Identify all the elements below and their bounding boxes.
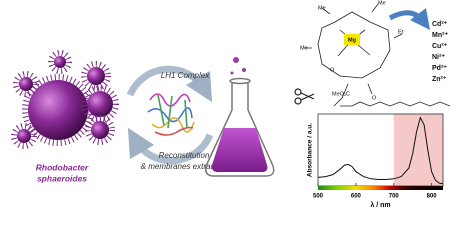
protein xyxy=(147,93,195,136)
mg-box xyxy=(344,34,360,45)
x-tick-label: 800 xyxy=(427,194,438,200)
metal-ion: Mn²⁺ xyxy=(432,32,448,39)
metal-ion: Cu²⁺ xyxy=(432,43,448,50)
metal-ion: Zn²⁺ xyxy=(432,76,447,83)
porphyrin xyxy=(304,3,451,107)
organism-name: Rhodobacter xyxy=(36,162,89,172)
bacterium xyxy=(91,121,109,139)
bacterium-spikes xyxy=(81,61,111,91)
scissors xyxy=(294,88,315,105)
spectrum-chart: 500 600 700 800 λ / nm Absorbance / a.u. xyxy=(307,113,444,209)
bacterium-spikes xyxy=(11,123,37,149)
arrow xyxy=(126,65,213,103)
atom-label: O xyxy=(330,67,335,73)
bacterium-spikes xyxy=(85,115,115,145)
bacterium xyxy=(28,80,88,140)
bacterium xyxy=(19,77,33,91)
metal-ion: Ni²⁺ xyxy=(432,54,445,61)
atom-label: Me xyxy=(300,45,308,51)
atom-label: Me xyxy=(318,5,326,11)
color-bar xyxy=(318,186,443,190)
x-axis-label: λ / nm xyxy=(370,201,390,209)
x-tick-label: 500 xyxy=(313,194,324,200)
arrow xyxy=(388,7,431,30)
graphical-abstract: Rhodobacter sphaeroides LH1 Complex Reco… xyxy=(11,0,451,209)
atom-label: MeO₂C xyxy=(332,91,350,97)
bacterium xyxy=(87,91,113,117)
bacterium xyxy=(54,56,66,68)
process-label: & membranes extraction xyxy=(141,162,228,171)
complex-label: LH1 Complex xyxy=(161,71,210,80)
x-tick-label: 600 xyxy=(351,194,362,200)
atom-label: Me xyxy=(378,0,386,6)
process-label: Reconstitution xyxy=(159,151,210,160)
spectrum-line xyxy=(317,116,444,185)
bacterium-spikes xyxy=(48,50,72,74)
flask xyxy=(204,57,275,177)
atom-label: O xyxy=(372,95,377,101)
bacterium-spikes xyxy=(13,71,39,97)
arrow xyxy=(127,127,214,165)
bacterium xyxy=(17,129,31,143)
atom-label: Et xyxy=(398,29,404,35)
bacteria xyxy=(11,50,119,149)
organism-name: sphaeroides xyxy=(37,173,87,183)
y-axis-label: Absorbance / a.u. xyxy=(307,123,314,177)
cycle-arrows xyxy=(126,65,214,165)
x-tick-label: 700 xyxy=(389,194,400,200)
metal-ion: Pd²⁺ xyxy=(432,65,447,72)
bacterium xyxy=(87,67,105,85)
metal-center: Mg xyxy=(348,37,356,43)
metal-ion: Cd²⁺ xyxy=(432,21,448,28)
